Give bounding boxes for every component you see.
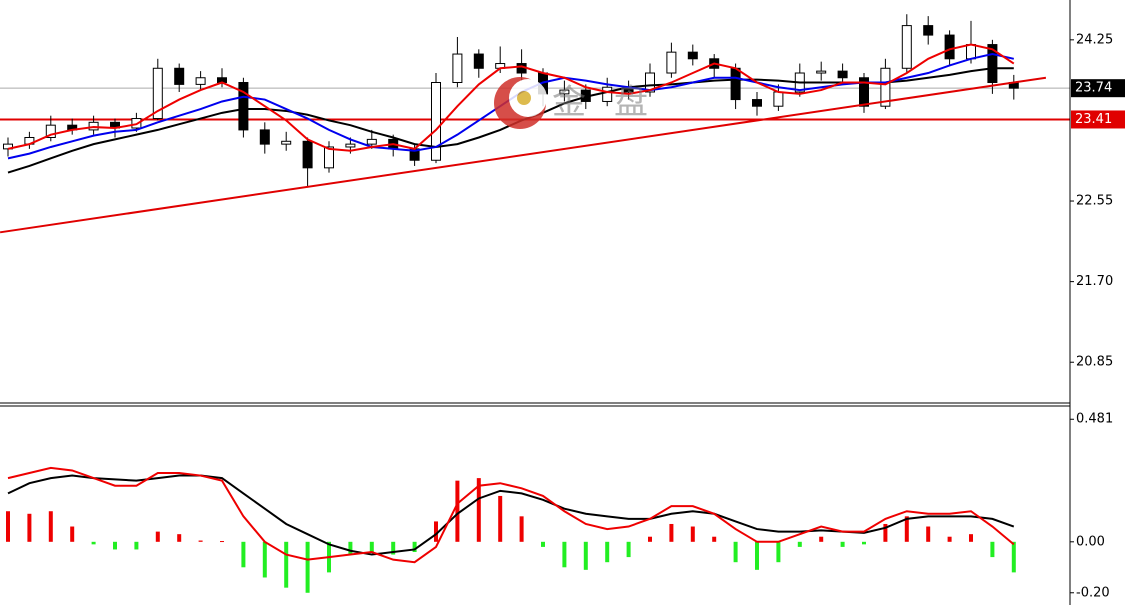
histogram-bar — [755, 541, 759, 570]
histogram-bar — [562, 541, 567, 568]
candle-body — [645, 72, 655, 93]
histogram-bar — [797, 541, 802, 547]
histogram-bar — [348, 541, 353, 555]
candle-body — [281, 140, 292, 145]
histogram-bar — [498, 495, 503, 542]
watermark-logo — [494, 77, 547, 129]
histogram-bar — [91, 541, 96, 545]
candle-body — [366, 138, 377, 145]
histogram-bar — [862, 541, 866, 545]
histogram-bar — [690, 526, 695, 542]
histogram-bar — [926, 526, 931, 542]
histogram-bar — [605, 541, 610, 563]
histogram-bar — [198, 540, 203, 542]
candle-body — [238, 81, 249, 131]
histogram-bar — [904, 516, 909, 542]
price-label-box — [1071, 79, 1125, 98]
candle-body — [324, 146, 334, 169]
histogram-bar — [712, 536, 717, 542]
candle-body — [773, 91, 784, 107]
y-tick-label: 21.70 — [1076, 274, 1113, 289]
line-series — [7, 43, 1015, 152]
histogram-bar — [48, 511, 53, 542]
histogram-bar — [27, 513, 32, 542]
histogram-bar — [648, 536, 652, 542]
candle-body — [602, 86, 613, 102]
candle-body — [987, 44, 998, 83]
histogram-bar — [819, 536, 824, 542]
histogram-bar — [1011, 541, 1016, 573]
candle-body — [452, 53, 463, 83]
price-label: 23.41 — [1075, 112, 1112, 127]
candle-body — [3, 143, 13, 150]
histogram-bar — [412, 541, 417, 553]
y-tick-label: 24.25 — [1076, 32, 1113, 47]
candle-body — [816, 70, 827, 74]
candle-body — [880, 67, 891, 107]
candle-body — [345, 143, 356, 148]
candle-body — [473, 53, 484, 69]
histogram-bar — [840, 541, 845, 547]
price-label: 23.74 — [1075, 81, 1112, 96]
histogram-bar — [969, 534, 973, 542]
candle-body — [687, 51, 698, 60]
candle-body — [431, 81, 441, 161]
y-tick-label: 0.00 — [1076, 534, 1105, 549]
histogram-bar — [284, 541, 289, 588]
y-tick-label: 0.481 — [1076, 412, 1113, 427]
trendline — [0, 76, 1047, 234]
histogram-bar — [6, 511, 10, 542]
candle-body — [901, 25, 912, 69]
histogram-bar — [177, 534, 182, 542]
candle-body — [152, 67, 163, 120]
candle-body — [837, 70, 848, 79]
histogram-bar — [369, 541, 374, 553]
histogram-bar — [434, 521, 438, 542]
histogram-bar — [476, 478, 481, 542]
histogram-bar — [134, 541, 139, 550]
histogram-bar — [583, 541, 588, 570]
y-tick-label: 22.55 — [1076, 194, 1113, 209]
histogram-bar — [305, 541, 310, 593]
price-label-box — [1071, 110, 1125, 129]
candle-body — [730, 67, 741, 101]
histogram-bar — [626, 541, 631, 558]
histogram-bar — [391, 541, 396, 555]
candle-body — [966, 44, 976, 60]
histogram-bar — [519, 516, 524, 542]
candle-body — [559, 89, 570, 95]
candle-body — [923, 25, 934, 36]
histogram-bar — [669, 523, 674, 542]
candle-body — [752, 99, 762, 107]
histogram-bar — [883, 523, 888, 542]
candle-body — [174, 67, 185, 85]
line-series — [7, 466, 1015, 564]
histogram-bar — [990, 541, 995, 558]
candle-body — [195, 77, 206, 85]
histogram-bar — [113, 541, 117, 550]
macd-panel — [6, 466, 1016, 593]
histogram-bar — [262, 541, 267, 578]
candle-body — [859, 77, 869, 107]
histogram-bar — [220, 541, 224, 543]
candle-body — [45, 124, 56, 138]
watermark: 金盘 — [552, 83, 676, 123]
histogram-bar — [733, 541, 738, 563]
histogram-bar — [70, 526, 75, 542]
histogram-bar — [541, 541, 545, 547]
histogram-bar — [455, 480, 460, 542]
candle-body — [302, 140, 313, 169]
histogram-bar — [241, 541, 246, 568]
y-tick-label: -0.20 — [1076, 585, 1110, 600]
histogram-bar — [155, 531, 160, 542]
candle-body — [259, 129, 270, 145]
histogram-bar — [776, 541, 781, 563]
y-tick-label: 20.85 — [1076, 355, 1113, 370]
candle-body — [666, 51, 677, 74]
histogram-bar — [947, 536, 952, 542]
candle-body — [944, 34, 955, 60]
